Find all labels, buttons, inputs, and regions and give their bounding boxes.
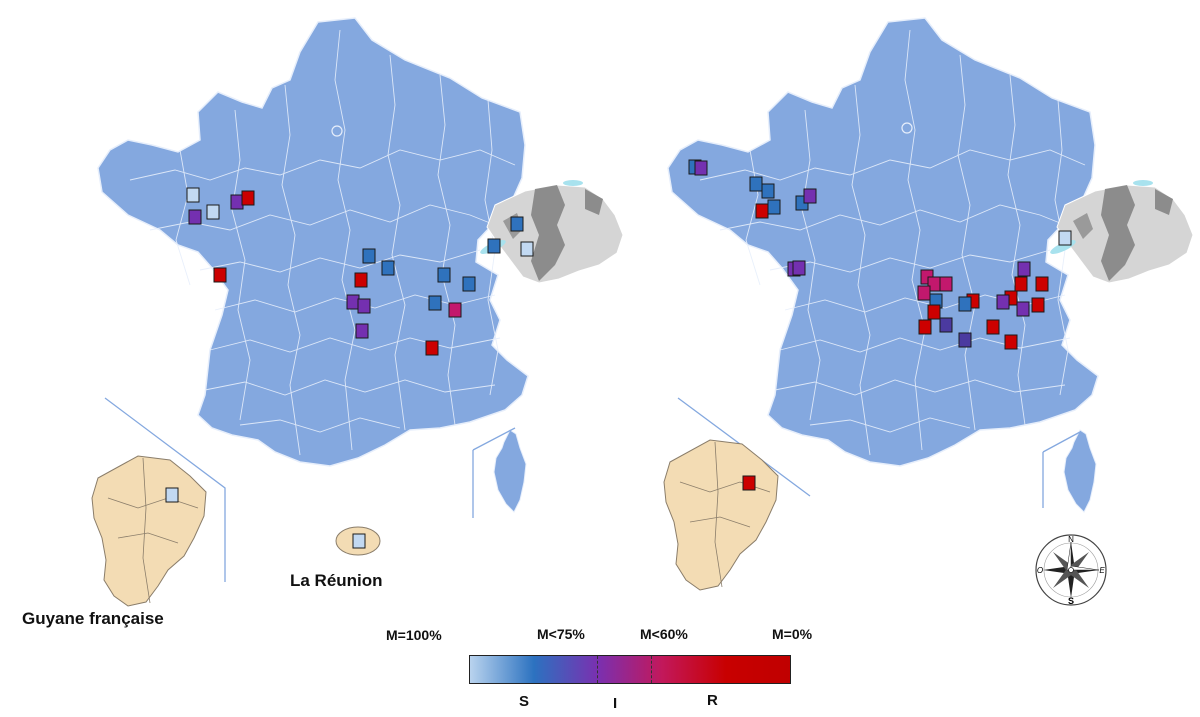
left-site-marker [437, 267, 451, 283]
left-site-marker [206, 204, 220, 220]
left-site-marker [355, 323, 369, 339]
legend-category-r: R [707, 692, 718, 709]
right-corsica [1063, 429, 1097, 513]
right-site-marker [1031, 297, 1045, 313]
compass-star-icon [1043, 541, 1100, 598]
right-site-marker [767, 199, 781, 215]
left-corsica [493, 429, 527, 513]
left-site-marker [357, 298, 371, 314]
left-site-marker [165, 487, 179, 503]
legend-scale-3: M=0% [772, 626, 813, 642]
left-site-marker [428, 295, 442, 311]
right-site-marker [939, 276, 953, 292]
left-site-marker [381, 260, 395, 276]
legend-scale-2: M<60% [640, 626, 688, 642]
compass-n: N [1068, 535, 1074, 544]
right-sample-sites [688, 159, 1072, 491]
left-site-marker [352, 533, 366, 549]
right-site-marker [694, 160, 708, 176]
right-site-marker [1016, 301, 1030, 317]
left-site-marker [354, 272, 368, 288]
left-site-marker [362, 248, 376, 264]
right-guyane [663, 439, 779, 591]
compass-rose: N S E O [1035, 534, 1107, 606]
left-site-marker [510, 216, 524, 232]
compass-o: O [1037, 566, 1043, 575]
legend-scale-1: M<75% [537, 626, 585, 642]
label-guyane: Guyane française [22, 609, 164, 628]
right-site-marker [749, 176, 763, 192]
right-site-marker [1014, 276, 1028, 292]
right-site-marker [939, 317, 953, 333]
legend-scale-0: M=100% [386, 627, 442, 643]
right-site-marker [918, 319, 932, 335]
right-site-marker [927, 304, 941, 320]
right-site-marker [1035, 276, 1049, 292]
right-site-marker [958, 296, 972, 312]
left-site-marker [487, 238, 501, 254]
right-site-marker [803, 188, 817, 204]
left-sample-sites [165, 187, 534, 549]
left-site-marker [241, 190, 255, 206]
right-site-marker [755, 203, 769, 219]
left-site-marker [520, 241, 534, 257]
left-guyane [91, 455, 207, 607]
right-site-marker [958, 332, 972, 348]
left-site-marker [188, 209, 202, 225]
left-site-marker [425, 340, 439, 356]
right-site-marker [986, 319, 1000, 335]
compass-e: E [1099, 566, 1105, 575]
left-map [91, 17, 624, 607]
right-site-marker [1058, 230, 1072, 246]
right-switzerland [1050, 180, 1194, 284]
legend-gradient-bar [469, 655, 791, 684]
legend-category-s: S [519, 693, 530, 710]
right-france-mainland [667, 17, 1099, 467]
right-site-marker [742, 475, 756, 491]
left-site-marker [213, 267, 227, 283]
right-site-marker [761, 183, 775, 199]
right-site-marker [1017, 261, 1031, 277]
legend-divider-i [597, 656, 598, 683]
left-inset-lines [104, 397, 516, 582]
right-site-marker [917, 285, 931, 301]
left-site-marker [462, 276, 476, 292]
left-site-marker [346, 294, 360, 310]
right-site-marker [1004, 334, 1018, 350]
right-site-marker [996, 294, 1010, 310]
legend-divider-r [651, 656, 652, 683]
label-reunion: La Réunion [290, 571, 383, 590]
left-site-marker [186, 187, 200, 203]
right-map [663, 17, 1194, 591]
left-site-marker [230, 194, 244, 210]
right-site-marker [792, 260, 806, 276]
left-france-mainland [97, 17, 529, 467]
compass-s: S [1068, 596, 1074, 606]
legend-category-i: I [613, 695, 618, 712]
left-site-marker [448, 302, 462, 318]
